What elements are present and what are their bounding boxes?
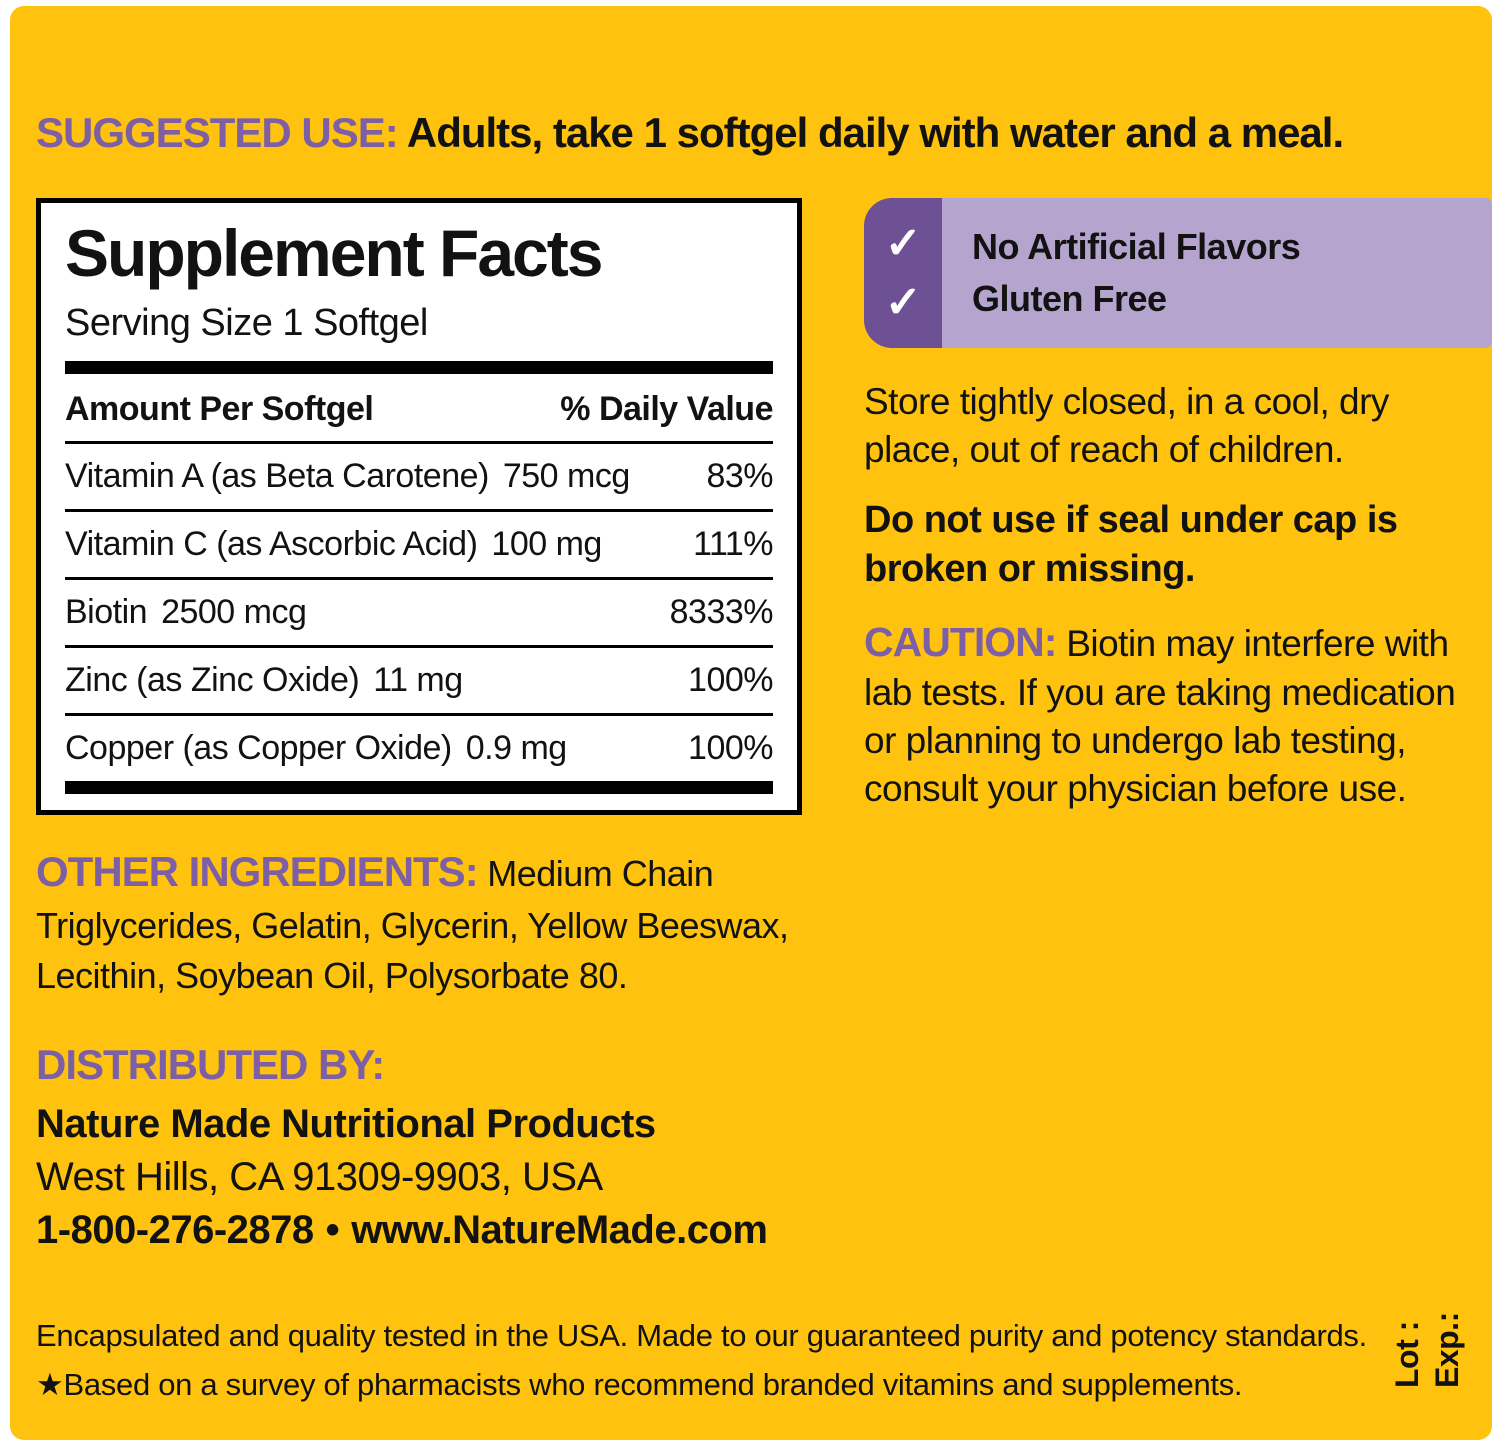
badge-no-artificial-flavors: No Artificial Flavors xyxy=(972,226,1301,268)
other-ingredients-text: Medium Chain Triglycerides, Gelatin, Gly… xyxy=(36,853,789,997)
facts-header-row: Amount Per Softgel % Daily Value xyxy=(65,374,773,441)
lot-exp-block: Lot : Exp.: xyxy=(1387,1268,1467,1388)
checkmark-icon: ✓ xyxy=(884,219,922,269)
nutrient-daily-value: 100% xyxy=(688,729,773,768)
nutrient-amount: 100 mg xyxy=(491,525,602,564)
lot-label: Lot : xyxy=(1389,1321,1425,1388)
nutrient-row-biotin: Biotin 2500 mcg 8333% xyxy=(65,577,774,645)
bullet-separator: • xyxy=(325,1207,340,1252)
nutrient-row-vitamin-c: Vitamin C (as Ascorbic Acid) 100 mg 111% xyxy=(65,509,773,577)
distributor-company: Nature Made Nutritional Products xyxy=(36,1102,656,1147)
distributor-phone: 1-800-276-2878 xyxy=(36,1207,314,1252)
nutrient-name: Biotin xyxy=(65,593,148,632)
caution-text: Biotin may interfere with lab tests. If … xyxy=(864,622,1456,810)
checkmark-icon: ✓ xyxy=(884,278,922,328)
nutrient-amount: 11 mg xyxy=(373,661,463,700)
serving-size: Serving Size 1 Softgel xyxy=(65,302,428,345)
nutrient-name: Vitamin C (as Ascorbic Acid) xyxy=(65,525,478,564)
distributed-by-block: DISTRIBUTED BY: Nature Made Nutritional … xyxy=(36,1037,1466,1257)
nutrient-amount: 0.9 mg xyxy=(465,729,567,768)
nutrient-name: Vitamin A (as Beta Carotene) xyxy=(65,457,489,496)
main-columns: Supplement Facts Serving Size 1 Softgel … xyxy=(36,198,1492,816)
divider-thick-bottom xyxy=(65,781,773,795)
storage-instructions: Store tightly closed, in a cool, dry pla… xyxy=(864,381,1389,471)
distributor-address: West Hills, CA 91309-9903, USA xyxy=(36,1155,603,1200)
product-label: SUGGESTED USE: Adults, take 1 softgel da… xyxy=(10,6,1492,1440)
caution-heading: CAUTION: xyxy=(864,618,1057,665)
nutrient-daily-value: 111% xyxy=(693,525,773,564)
supplement-facts-panel: Supplement Facts Serving Size 1 Softgel … xyxy=(36,198,802,816)
right-column: ✓ ✓ No Artificial Flavors Gluten Free St… xyxy=(864,198,1492,814)
column-daily-value: % Daily Value xyxy=(560,390,773,429)
footer-block: Encapsulated and quality tested in the U… xyxy=(36,1311,1466,1410)
nutrient-name: Zinc (as Zinc Oxide) xyxy=(65,661,360,700)
supplement-facts-title: Supplement Facts xyxy=(65,216,603,291)
exp-label: Exp.: xyxy=(1429,1312,1465,1388)
nutrient-amount: 2500 mcg xyxy=(161,593,307,632)
seal-warning: Do not use if seal under cap is broken o… xyxy=(864,499,1398,590)
distributor-website: www.NatureMade.com xyxy=(351,1207,768,1252)
nutrient-daily-value: 100% xyxy=(688,661,773,700)
badge-check-strip: ✓ ✓ xyxy=(864,198,942,349)
badge-gluten-free: Gluten Free xyxy=(972,278,1167,320)
caution-paragraph: CAUTION: Biotin may interfere with lab t… xyxy=(864,616,1466,814)
suggested-use-heading: SUGGESTED USE: xyxy=(36,109,399,156)
nutrient-amount: 750 mcg xyxy=(502,457,630,496)
nutrient-row-vitamin-a: Vitamin A (as Beta Carotene) 750 mcg 83% xyxy=(65,441,773,509)
nutrient-row-zinc: Zinc (as Zinc Oxide) 11 mg 100% xyxy=(65,645,773,713)
column-amount-per-softgel: Amount Per Softgel xyxy=(65,390,374,429)
other-ingredients-paragraph: OTHER INGREDIENTS: Medium Chain Triglyce… xyxy=(36,843,836,1000)
badge-labels: No Artificial Flavors Gluten Free xyxy=(942,198,1492,349)
nutrient-daily-value: 83% xyxy=(706,457,773,496)
suggested-use-text: Adults, take 1 softgel daily with water … xyxy=(406,109,1344,156)
distributor-contact-line: 1-800-276-2878 • www.NatureMade.com xyxy=(36,1204,1466,1257)
suggested-use-line: SUGGESTED USE: Adults, take 1 softgel da… xyxy=(36,109,1466,156)
divider-thick-top xyxy=(65,361,773,375)
badges-panel: ✓ ✓ No Artificial Flavors Gluten Free xyxy=(864,198,1492,349)
footer-quality-line: Encapsulated and quality tested in the U… xyxy=(36,1317,1367,1353)
nutrient-row-copper: Copper (as Copper Oxide) 0.9 mg 100% xyxy=(65,713,773,781)
distributed-by-heading: DISTRIBUTED BY: xyxy=(36,1040,385,1088)
nutrient-name: Copper (as Copper Oxide) xyxy=(65,729,452,768)
nutrient-daily-value: 8333% xyxy=(669,593,774,632)
other-ingredients-heading: OTHER INGREDIENTS: xyxy=(36,848,479,896)
footer-survey-line: ★Based on a survey of pharmacists who re… xyxy=(36,1367,1243,1403)
